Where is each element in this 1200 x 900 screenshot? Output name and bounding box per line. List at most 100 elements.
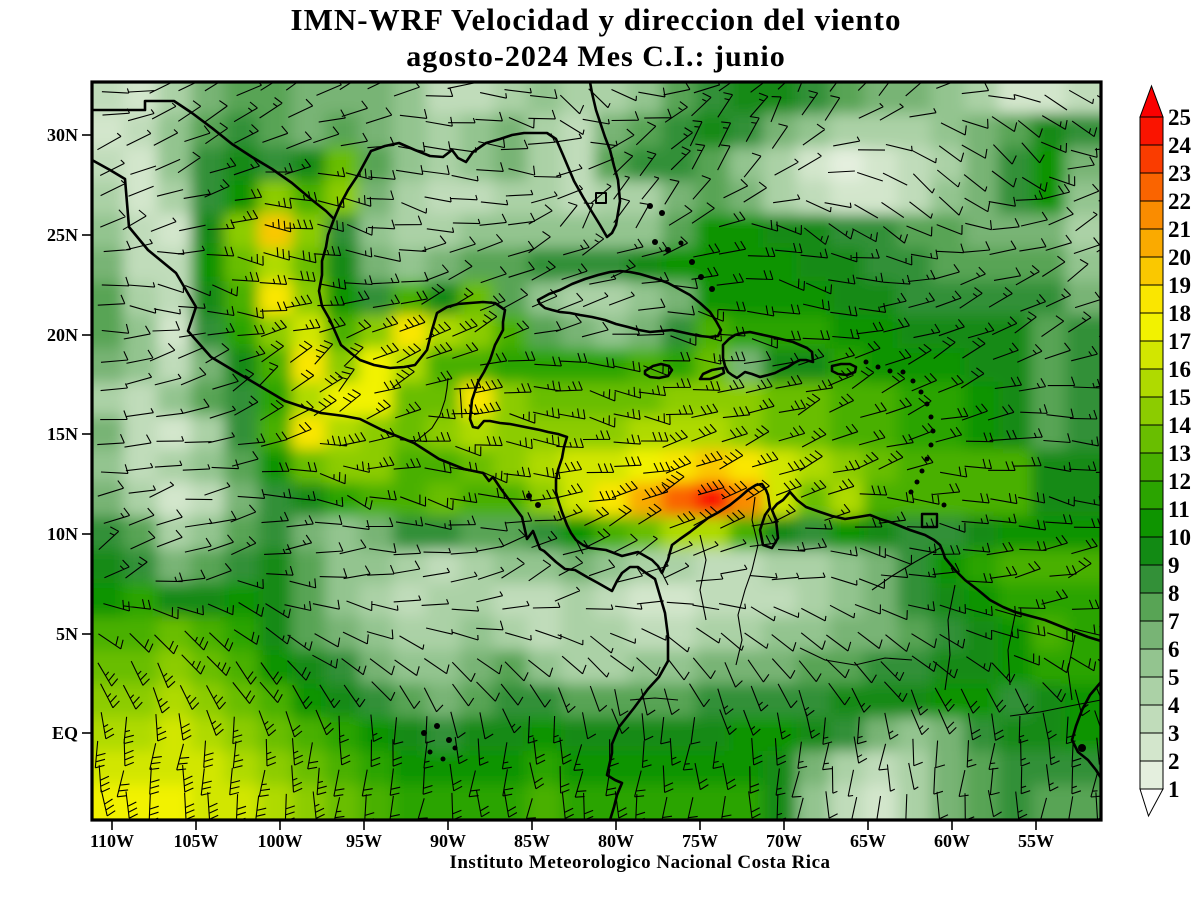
island-dot (427, 749, 433, 755)
field-cell (224, 82, 263, 84)
field-cell (829, 82, 868, 118)
field-cell (1065, 650, 1101, 688)
field-cell (325, 717, 364, 755)
field-cell (930, 180, 969, 219)
field-cell (863, 82, 902, 84)
field-cell (325, 750, 364, 789)
field-cell (897, 214, 935, 252)
field-cell (695, 415, 734, 453)
field-cell (92, 449, 94, 487)
field-cell (762, 415, 801, 453)
field-cell (560, 650, 599, 688)
field-cell (695, 82, 734, 84)
field-cell (392, 784, 431, 820)
field-cell (190, 717, 229, 755)
field-cell (527, 750, 565, 789)
colorbar-segment (1139, 452, 1164, 482)
island-dot (689, 259, 695, 265)
field-cell (359, 616, 397, 655)
field-cell (190, 516, 229, 554)
axes-layer: 30N 25N 20N 15N 10N 5N EQ 110W 105W 100W 95W 90W 85W… (47, 125, 1054, 851)
colorbar-tick-label: 11 (1168, 497, 1190, 522)
field-cell (426, 549, 464, 588)
field-cell (123, 549, 162, 588)
field-cell (661, 348, 700, 386)
island-dot (919, 468, 925, 474)
field-cell (493, 750, 532, 789)
field-cell (123, 82, 162, 84)
field-cell (190, 583, 229, 621)
field-cell (92, 449, 128, 487)
field-cell (493, 147, 532, 185)
colorbar-segment (1139, 144, 1164, 174)
field-cell (1065, 818, 1101, 820)
field-cell (729, 381, 767, 420)
field-cell (190, 180, 229, 219)
coastline-amazon-delta (1070, 680, 1101, 780)
field-cell (527, 583, 565, 621)
field-cell (325, 247, 364, 286)
field-cell (729, 82, 767, 84)
title-block: IMN-WRF Velocidad y direccion del viento… (0, 2, 1192, 74)
field-cell (92, 549, 128, 588)
field-cell (897, 82, 935, 84)
field-cell (426, 683, 464, 722)
colorbar-tick-label: 6 (1168, 637, 1180, 662)
field-cell (897, 82, 935, 118)
field-cell (594, 717, 633, 755)
field-cell (325, 82, 364, 84)
field-cell (92, 482, 94, 521)
field-cell (897, 281, 935, 319)
colorbar-segment (1139, 256, 1164, 286)
lat-tick-label: 20N (47, 325, 78, 345)
field-cell (493, 717, 532, 755)
field-cell (729, 449, 767, 487)
field-cell (459, 247, 498, 286)
field-cell (1065, 482, 1101, 521)
field-cell (291, 113, 330, 152)
field-cell (426, 784, 464, 820)
field-cell (123, 516, 162, 554)
field-cell (1065, 214, 1101, 252)
lon-tick-label: 110W (90, 831, 134, 851)
field-cell (258, 314, 296, 353)
coastline-gulf-caribbean-southamerica (317, 217, 1101, 643)
field-cell (964, 650, 1003, 688)
field-cell (1031, 415, 1070, 453)
colorbar-segment (1139, 228, 1164, 258)
field-cell (157, 482, 195, 521)
field-cell (1099, 784, 1101, 820)
field-cell (426, 616, 464, 655)
field-cell (1099, 415, 1101, 453)
field-cell (426, 281, 464, 319)
field-cell (695, 650, 734, 688)
field-cell (527, 82, 565, 84)
river-magdalena (699, 534, 707, 621)
small-islands-layer (421, 203, 1086, 762)
field-cell (157, 415, 195, 453)
field-cell (729, 113, 767, 152)
field-cell (897, 516, 935, 554)
chart-title: IMN-WRF Velocidad y direccion del viento (290, 2, 902, 37)
field-cell (92, 82, 94, 84)
border-line (1067, 634, 1076, 701)
field-cell (1031, 650, 1070, 688)
coastline-puerto-rico (830, 362, 858, 377)
field-cell (157, 381, 195, 420)
field-cell (493, 281, 532, 319)
field-cell (796, 180, 834, 219)
field-cell (1099, 683, 1101, 722)
island-dot (863, 359, 869, 365)
colorbar-tick-label: 13 (1168, 441, 1191, 466)
field-cell (1031, 683, 1070, 722)
map-frame (90, 80, 1103, 822)
field-cell (1099, 247, 1101, 286)
field-cell (560, 616, 599, 655)
field-cell (863, 214, 902, 252)
field-cell (695, 449, 734, 487)
field-cell (1099, 147, 1101, 185)
island-dot (887, 368, 893, 374)
field-cell (1099, 281, 1101, 319)
field-cell (392, 113, 431, 152)
field-cell (796, 82, 834, 118)
